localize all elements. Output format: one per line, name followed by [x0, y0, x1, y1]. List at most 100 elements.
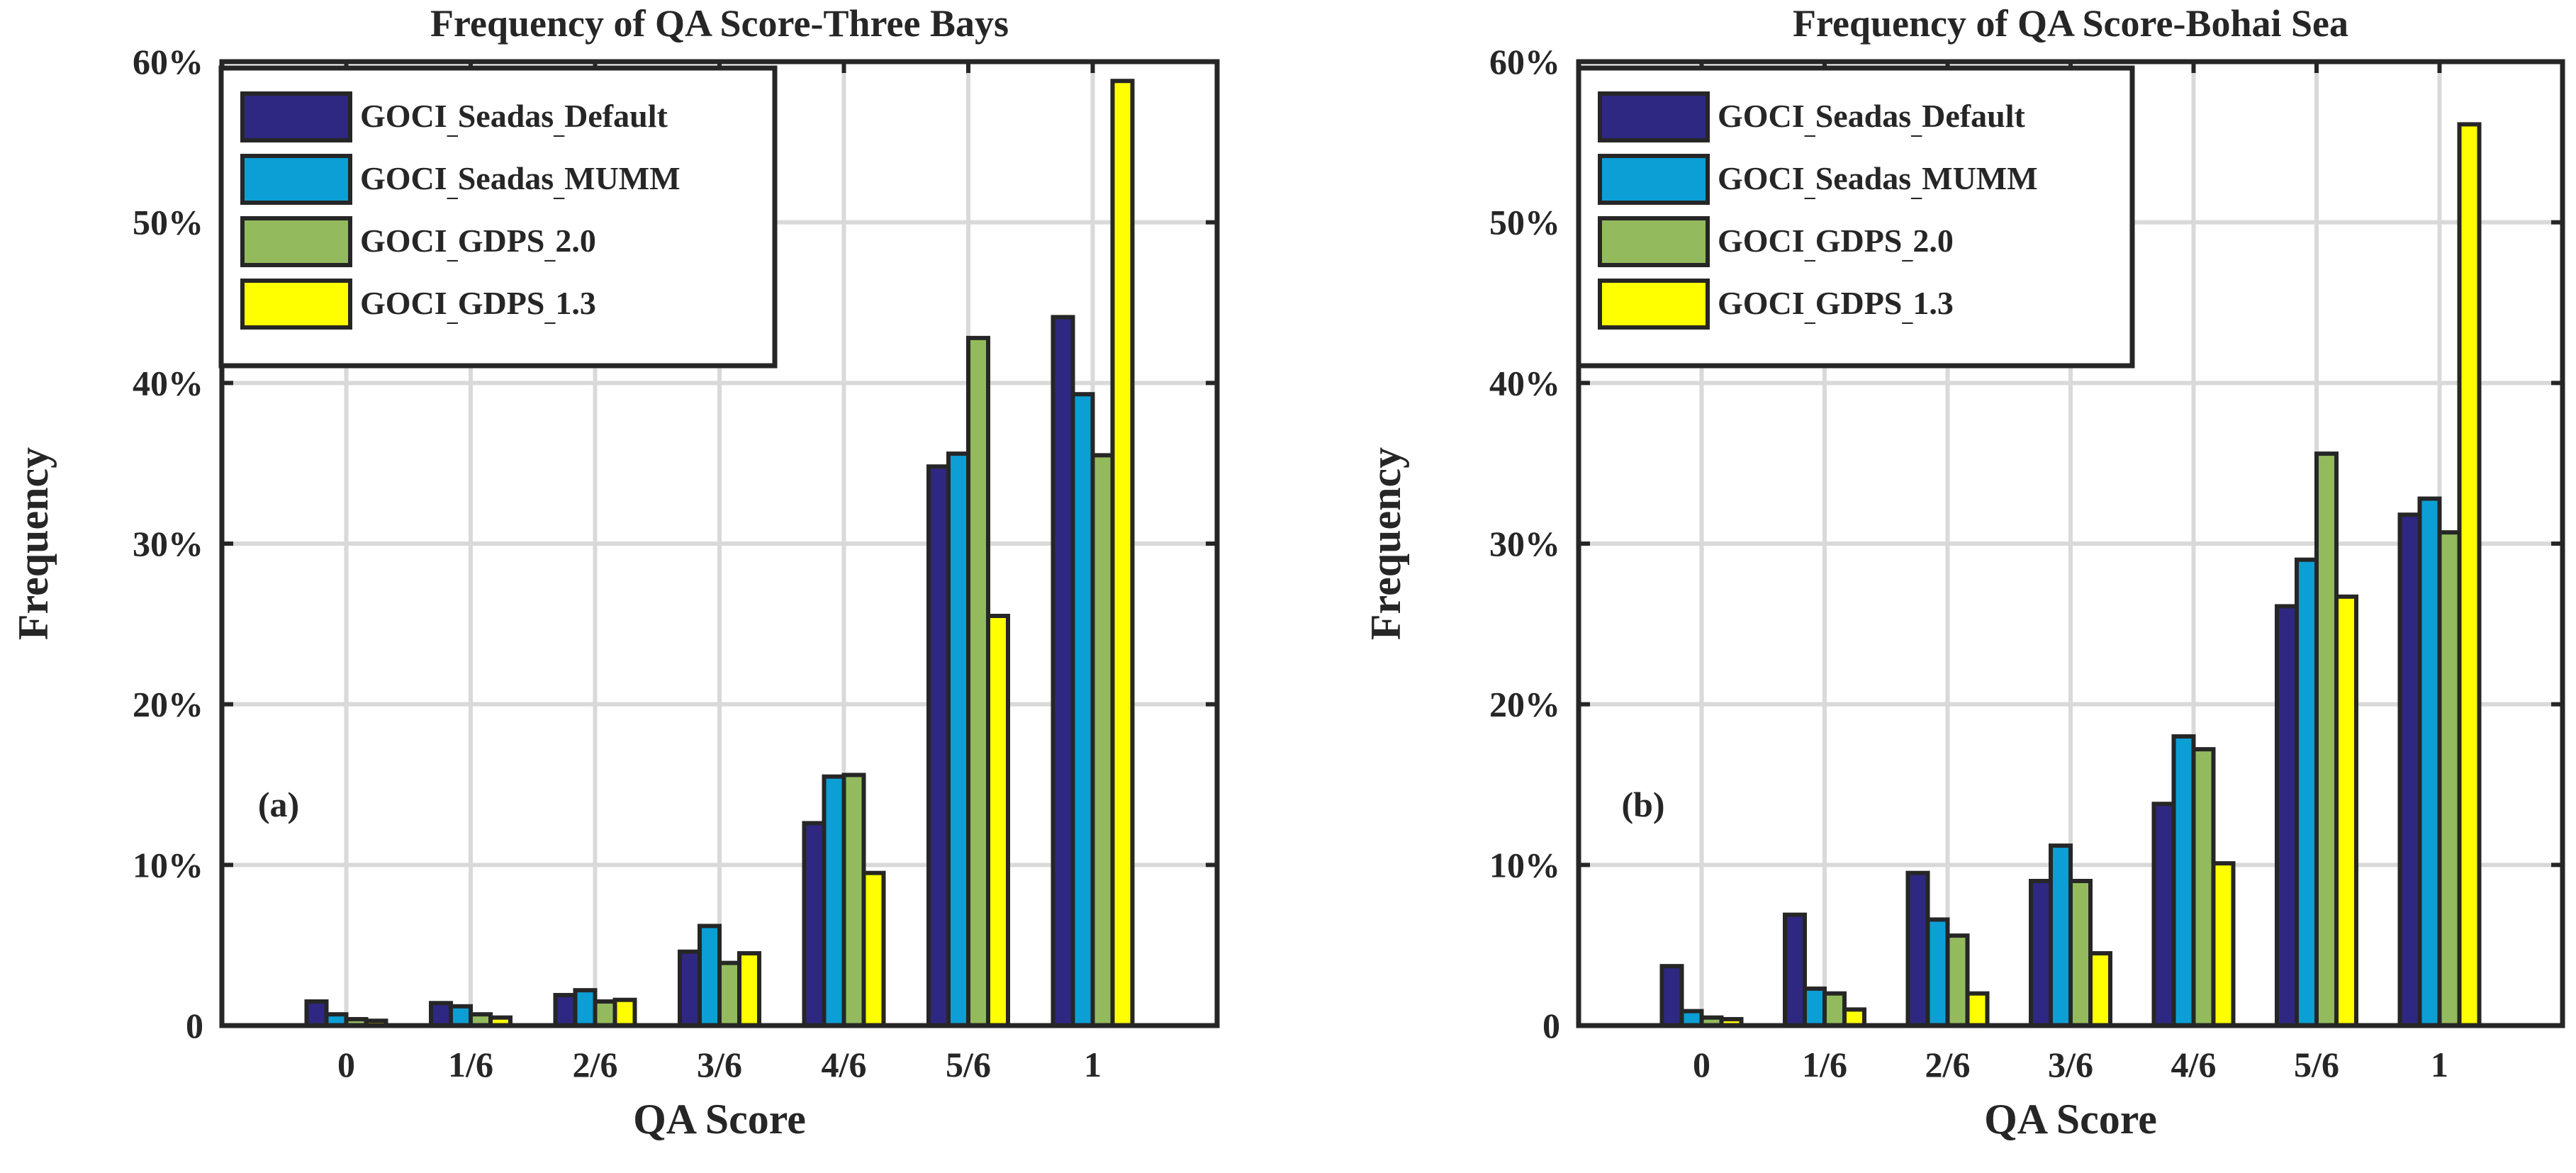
y-tick-label: 10% — [133, 845, 203, 885]
legend-swatch — [1598, 91, 1710, 142]
legend-swatch — [240, 154, 352, 205]
bar-goci-seadas-default-5 — [2275, 604, 2299, 1028]
legend: GOCI_Seadas_Default GOCI_Seadas_MUMM GOCI_… — [218, 65, 778, 369]
y-tick-label: 10% — [1489, 845, 1560, 885]
x-tick-label: 0 — [337, 1045, 355, 1084]
legend-entry-label: GOCI_GDPS_1.3 — [1718, 285, 1954, 326]
y-tick-label: 0 — [1542, 1006, 1560, 1045]
legend-entry-label: GOCI_Seadas_MUMM — [360, 160, 681, 201]
bar-goci-gdps-1-3-6 — [1110, 79, 1135, 1028]
bars — [304, 79, 1135, 1028]
ticks: 0 1/6 2/6 3/6 4/6 5/6 1 0 10% 20% 30% 40% 50% 60% — [133, 42, 1217, 1084]
bar-goci-gdps-2-0-2 — [593, 999, 617, 1028]
legend-entry-label: GOCI_Seadas_Default — [360, 98, 668, 139]
legend-swatch — [240, 91, 352, 142]
bar-goci-seadas-default-0 — [304, 999, 329, 1028]
x-tick-label: 3/6 — [2048, 1045, 2093, 1084]
bar-goci-seadas-mumm-2 — [1925, 917, 1950, 1028]
bar-goci-seadas-mumm-6 — [1070, 392, 1095, 1028]
bar-goci-seadas-mumm-4 — [2171, 734, 2196, 1028]
legend-entry-label: GOCI_Seadas_MUMM — [1718, 160, 2038, 201]
bar-goci-seadas-mumm-3 — [698, 924, 722, 1028]
bar-goci-seadas-mumm-5 — [946, 451, 970, 1028]
bar-goci-gdps-2-0-5 — [966, 335, 990, 1028]
bar-goci-gdps-2-0-1 — [1822, 991, 1847, 1028]
legend-entry-label: GOCI_GDPS_1.3 — [360, 285, 596, 326]
legend-entry-label: GOCI_GDPS_2.0 — [360, 223, 596, 264]
bar-goci-seadas-default-3 — [678, 949, 702, 1028]
legend-swatch — [1598, 279, 1710, 330]
y-tick-label: 40% — [133, 363, 203, 403]
bar-goci-seadas-default-3 — [2029, 879, 2053, 1028]
chart-panel-b: 0 1/6 2/6 3/6 4/6 5/6 1 0 10% 20% 30% 40% 50% 60% Freq… — [1362, 2, 2565, 1143]
y-axis-label: Frequency — [1362, 447, 1409, 640]
bar-goci-seadas-mumm-1 — [449, 1004, 473, 1028]
bar-goci-seadas-default-4 — [802, 821, 827, 1028]
bar-goci-seadas-mumm-2 — [573, 988, 598, 1028]
y-axis-label: Frequency — [10, 447, 57, 640]
x-tick-label: 5/6 — [946, 1045, 991, 1084]
bar-goci-gdps-2-0-3 — [717, 960, 741, 1028]
x-axis-label: QA Score — [1984, 1096, 2157, 1143]
bar-goci-seadas-default-6 — [2397, 512, 2422, 1028]
bar-goci-gdps-1-3-3 — [2088, 951, 2112, 1028]
y-tick-label: 50% — [1489, 203, 1560, 242]
y-tick-label: 20% — [133, 685, 203, 724]
bar-goci-gdps-2-0-5 — [2314, 451, 2339, 1028]
panel-label: (b) — [1621, 785, 1664, 824]
bar-goci-seadas-default-2 — [1905, 870, 1930, 1028]
bar-goci-seadas-default-6 — [1051, 315, 1075, 1028]
legend-entry-label: GOCI_GDPS_2.0 — [1718, 223, 1954, 264]
panel-label: (a) — [258, 785, 299, 824]
chart-panel-a: 0 1/6 2/6 3/6 4/6 5/6 1 0 10% 20% 30% 40% 50% 60% Freq… — [10, 2, 1220, 1143]
legend-swatch — [240, 279, 352, 330]
x-tick-label: 2/6 — [573, 1045, 618, 1084]
bar-goci-seadas-default-2 — [553, 992, 578, 1028]
bar-goci-gdps-1-3-2 — [612, 997, 637, 1028]
x-tick-label: 1/6 — [448, 1045, 493, 1084]
bar-goci-gdps-2-0-3 — [2068, 879, 2093, 1028]
bar-goci-gdps-2-0-4 — [2191, 747, 2216, 1028]
x-tick-label: 1 — [1084, 1045, 1102, 1084]
legend-swatch — [240, 216, 352, 267]
x-tick-label: 4/6 — [2171, 1045, 2217, 1084]
x-tick-label: 0 — [1693, 1045, 1710, 1084]
bar-goci-gdps-2-0-6 — [2437, 530, 2462, 1028]
bar-goci-gdps-1-3-4 — [2211, 861, 2236, 1028]
bar-goci-gdps-2-0-4 — [841, 773, 866, 1028]
x-tick-label: 1/6 — [1802, 1045, 1847, 1084]
x-tick-label: 5/6 — [2294, 1045, 2339, 1084]
bar-goci-gdps-2-0-2 — [1945, 933, 1970, 1028]
x-tick-label: 1 — [2431, 1045, 2448, 1084]
bar-goci-seadas-default-1 — [1783, 912, 1807, 1028]
y-tick-label: 60% — [1489, 42, 1560, 82]
y-tick-label: 60% — [133, 42, 203, 82]
y-tick-label: 20% — [1489, 685, 1560, 724]
ticks: 0 1/6 2/6 3/6 4/6 5/6 1 0 10% 20% 30% 40% 50% 60% — [1489, 42, 2563, 1084]
bar-goci-gdps-2-0-6 — [1090, 453, 1115, 1028]
bar-goci-seadas-default-1 — [429, 1001, 453, 1028]
legend-entry-label: GOCI_Seadas_Default — [1718, 98, 2025, 139]
y-tick-label: 30% — [1489, 524, 1560, 563]
bar-goci-seadas-default-4 — [2151, 802, 2176, 1028]
bar-goci-gdps-1-3-3 — [737, 951, 761, 1028]
y-tick-label: 50% — [133, 203, 203, 242]
bar-goci-seadas-mumm-6 — [2417, 496, 2442, 1028]
bar-goci-seadas-mumm-4 — [822, 774, 846, 1028]
x-tick-label: 4/6 — [822, 1045, 867, 1084]
x-axis-label: QA Score — [633, 1096, 806, 1143]
bar-goci-seadas-mumm-5 — [2295, 557, 2319, 1028]
legend-swatch — [1598, 154, 1710, 205]
chart-title: Frequency of QA Score-Three Bays — [430, 2, 1009, 45]
bar-goci-gdps-1-3-4 — [861, 870, 886, 1028]
bar-goci-seadas-mumm-1 — [1803, 986, 1827, 1028]
x-tick-label: 3/6 — [697, 1045, 742, 1084]
bar-goci-gdps-1-3-5 — [2334, 594, 2358, 1028]
legend-swatch — [1598, 216, 1710, 267]
y-tick-label: 0 — [186, 1006, 203, 1045]
bar-goci-seadas-default-0 — [1659, 964, 1684, 1028]
y-tick-label: 40% — [1489, 363, 1560, 403]
legend: GOCI_Seadas_Default GOCI_Seadas_MUMM GOCI_… — [1576, 65, 2135, 369]
